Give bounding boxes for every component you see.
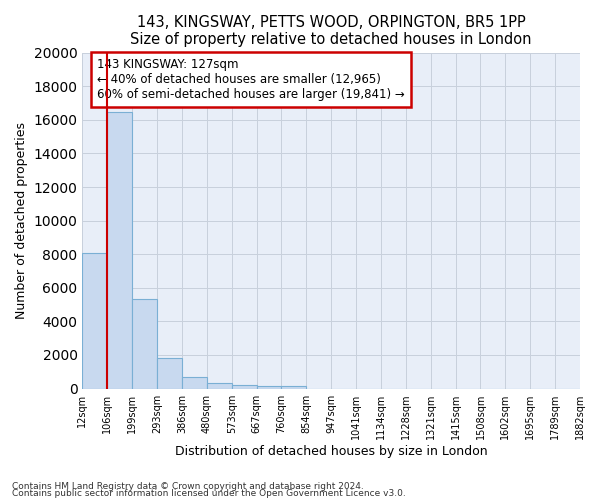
Bar — [232, 385, 257, 388]
Bar — [257, 386, 281, 388]
Bar — [132, 298, 157, 388]
Text: Contains HM Land Registry data © Crown copyright and database right 2024.: Contains HM Land Registry data © Crown c… — [12, 482, 364, 491]
Bar — [157, 358, 182, 388]
Text: 143 KINGSWAY: 127sqm
← 40% of detached houses are smaller (12,965)
60% of semi-d: 143 KINGSWAY: 127sqm ← 40% of detached h… — [97, 58, 405, 101]
Bar — [107, 112, 132, 388]
Text: Contains public sector information licensed under the Open Government Licence v3: Contains public sector information licen… — [12, 490, 406, 498]
Bar — [82, 254, 107, 388]
Title: 143, KINGSWAY, PETTS WOOD, ORPINGTON, BR5 1PP
Size of property relative to detac: 143, KINGSWAY, PETTS WOOD, ORPINGTON, BR… — [130, 15, 532, 48]
Y-axis label: Number of detached properties: Number of detached properties — [15, 122, 28, 319]
Bar — [281, 386, 307, 388]
Bar — [182, 377, 207, 388]
Bar — [207, 383, 232, 388]
X-axis label: Distribution of detached houses by size in London: Distribution of detached houses by size … — [175, 444, 488, 458]
